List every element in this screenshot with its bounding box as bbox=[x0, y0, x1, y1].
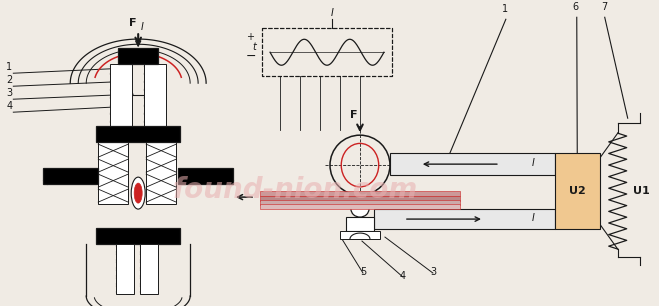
Text: 6: 6 bbox=[573, 2, 579, 12]
Bar bbox=[43, 168, 98, 184]
Bar bbox=[260, 191, 460, 196]
Bar bbox=[96, 228, 180, 244]
Text: I: I bbox=[531, 213, 534, 223]
Text: 4: 4 bbox=[400, 271, 406, 281]
Text: I: I bbox=[531, 158, 534, 168]
Bar bbox=[262, 28, 392, 76]
Text: I: I bbox=[141, 22, 144, 32]
Bar bbox=[390, 153, 555, 175]
Bar bbox=[118, 48, 158, 64]
Bar bbox=[260, 196, 460, 201]
Bar bbox=[178, 168, 233, 184]
Text: 7: 7 bbox=[601, 2, 607, 12]
Bar bbox=[260, 200, 460, 205]
Bar bbox=[110, 64, 132, 126]
Bar bbox=[262, 28, 392, 76]
Bar bbox=[140, 244, 158, 294]
Text: 4: 4 bbox=[6, 101, 13, 111]
Text: 3: 3 bbox=[6, 88, 13, 98]
Bar bbox=[260, 204, 460, 209]
Text: t: t bbox=[252, 42, 256, 52]
Text: 5: 5 bbox=[360, 267, 366, 277]
Text: found-nion.com: found-nion.com bbox=[173, 176, 418, 204]
Ellipse shape bbox=[351, 201, 369, 217]
Text: 3: 3 bbox=[430, 267, 436, 277]
Ellipse shape bbox=[134, 183, 142, 203]
Bar bbox=[374, 209, 555, 229]
Text: U2: U2 bbox=[569, 186, 586, 196]
Text: 2: 2 bbox=[6, 75, 13, 85]
Bar bbox=[146, 142, 176, 204]
Ellipse shape bbox=[131, 177, 145, 209]
Text: 1: 1 bbox=[6, 62, 13, 72]
Text: I: I bbox=[331, 8, 333, 18]
Text: 1: 1 bbox=[502, 4, 508, 14]
Bar bbox=[98, 142, 129, 204]
Bar bbox=[144, 64, 166, 126]
Text: +: + bbox=[246, 32, 254, 42]
Text: F: F bbox=[129, 18, 137, 28]
Text: U1: U1 bbox=[633, 186, 650, 196]
Text: F: F bbox=[350, 110, 358, 120]
Bar bbox=[116, 244, 134, 294]
Bar bbox=[346, 217, 374, 231]
Bar bbox=[555, 153, 600, 229]
Bar bbox=[96, 126, 180, 142]
Text: −: − bbox=[246, 50, 256, 63]
Bar bbox=[340, 231, 380, 239]
